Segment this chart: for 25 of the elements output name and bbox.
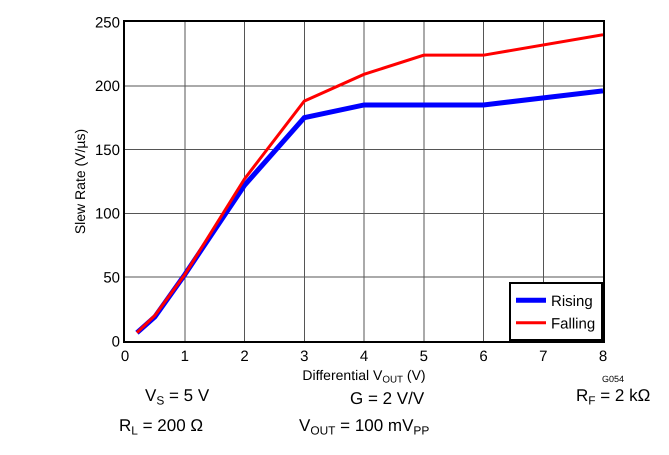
text: R$_{L}$ = 200 Ω bbox=[119, 416, 204, 438]
x-tick-label: 5 bbox=[420, 348, 428, 365]
text: G054 bbox=[602, 374, 624, 384]
x-tick-label: 7 bbox=[539, 348, 548, 365]
line-series bbox=[135, 33, 603, 334]
x-tick-label: 1 bbox=[180, 348, 189, 365]
y-tick-label: 100 bbox=[94, 206, 120, 223]
x-tick-label: 4 bbox=[360, 348, 368, 365]
text: R$_{F}$ = 2 kΩ bbox=[576, 386, 650, 408]
y-axis-title: Slew Rate (V/µs) bbox=[72, 128, 88, 234]
text: V$_{S}$ = 5 V bbox=[145, 386, 210, 408]
legend-label: Falling bbox=[551, 316, 596, 333]
text: G = 2 V/V bbox=[350, 389, 425, 408]
x-tick-label: 8 bbox=[598, 348, 608, 365]
y-tick-label: 50 bbox=[103, 269, 120, 286]
text: V$_{OUT}$ = 100 mV$_{PP}$ bbox=[299, 416, 430, 438]
y-tick-label: 250 bbox=[94, 14, 120, 32]
x-tick-label: 2 bbox=[240, 348, 249, 365]
x-axis-title: Differential V$_{OUT}$ (V) bbox=[302, 366, 426, 386]
x-tick-label: 6 bbox=[479, 348, 488, 365]
y-tick-label: 0 bbox=[112, 333, 120, 350]
y-tick-label: 150 bbox=[94, 142, 120, 159]
y-tick-label: 200 bbox=[94, 78, 120, 96]
x-tick-label: 3 bbox=[300, 348, 308, 365]
legend-label: Rising bbox=[551, 293, 593, 310]
